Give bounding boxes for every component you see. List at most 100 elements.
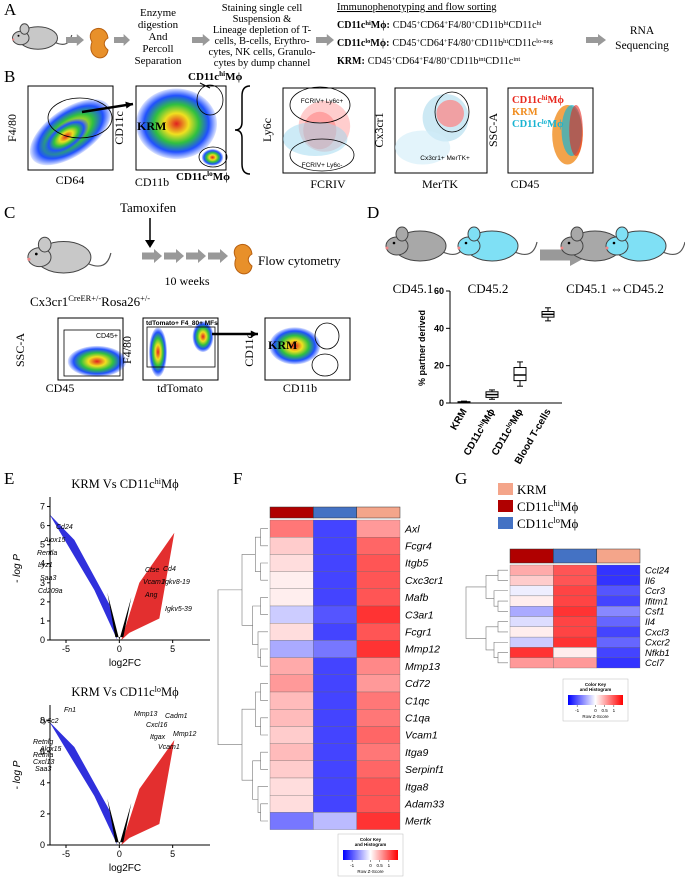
process-arrow [164,249,184,263]
heatmap-cell [269,519,314,538]
plot-title: KRM Vs CD11cloMϕ [71,685,179,700]
text-run: CD11c [512,119,542,130]
gene-annotation: Ly6c2 [40,718,59,725]
heatmap-cell [356,760,401,779]
text-run: CD11c [512,95,542,106]
density-cloud [149,327,167,377]
label: CD11chiMϕ [188,70,243,83]
label: CD11b [283,381,317,395]
key-title: and Histogram [355,842,387,847]
text-run: KRM Vs CD11c [71,685,155,699]
superscript: lo [553,515,560,525]
row-label: C1qc [405,695,430,707]
gate [47,97,113,139]
y-tick-label: 20 [434,361,444,371]
process-arrow [208,249,228,263]
y-tick-label: 6 [40,747,45,757]
dendrogram [497,652,508,664]
heatmap-cell [356,640,401,658]
mouse-ear [395,226,409,242]
label: Flow cytometry [258,253,341,268]
mouse-eye [464,241,468,245]
superscript: + [444,38,448,45]
heatmap-cell [313,777,357,796]
heatmap-cell [596,564,641,576]
process-arrow [586,34,606,46]
heatmap-cell [269,605,314,624]
heatmap-cell [313,588,357,607]
mouse-eye [34,252,38,256]
superscript: + [392,56,396,63]
heatmap-cell [313,674,357,693]
heatmap-cell [596,657,641,669]
label: F4/80 [120,336,134,364]
mouse-nose [12,38,15,41]
up-cloud [121,532,175,640]
legend-swatch [498,500,513,512]
heatmap-cell [553,626,597,638]
gene-annotation: Lyz1 [38,562,53,569]
text-run: Mϕ [560,516,579,531]
key-tick-label: 1 [388,863,391,868]
dendrogram [260,648,268,667]
process-arrow [66,34,84,46]
label: Lineage depletion of T- [213,25,312,36]
row-label: Cxcr2 [645,638,671,649]
column-header [269,506,314,519]
gene-annotation: Igkv8-19 [163,579,190,586]
text-run: CD45 [368,56,392,67]
sorting-line: KRM: CD45+CD64+F4/80+CD11bintCD11cint [337,56,520,68]
y-tick-label: 40 [434,323,444,333]
label: SSC-A [13,333,27,367]
column-header [313,506,357,519]
gene-annotation: Cd209a [38,588,63,595]
label: Suspension & [233,14,292,25]
y-tick-label: 8 [40,716,45,726]
row-label: Itga9 [405,747,429,759]
label: CD45.1 ⇔CD45.2 [566,281,664,296]
dendrogram [493,590,508,607]
mouse-nose [27,257,31,261]
superscript: +/- [140,293,150,303]
heatmap-cell [269,674,314,693]
x-tick-label: 5 [170,644,175,654]
gate [63,329,121,377]
heatmap-cell [356,623,401,641]
superscript: lo [542,119,548,126]
text-run: CD11c [176,171,207,183]
mouse-eye [392,241,396,245]
text-run: Mϕ [560,499,579,514]
gene-annotation: Retnlg [33,739,53,746]
label: CD64 [56,173,85,187]
dendrogram [260,803,268,822]
text-run: CD11c [517,516,554,531]
gene-annotation: Mmp12 [173,731,196,738]
gate [314,322,340,350]
mouse-tail [662,241,685,255]
heatmap-cell [553,564,597,576]
text-run: Cx3cr1 [30,294,68,309]
label: CD11cloMϕ [176,170,230,183]
heatmap-cell [313,571,357,589]
y-tick-label: 4 [40,559,45,569]
heatmap-cell [596,626,641,638]
heatmap-cell [269,795,314,813]
superscript: hi [542,95,548,102]
mouse-tail [514,241,538,255]
process-arrow [186,249,206,263]
label: CD45.1 [393,281,434,296]
y-tick-label: 2 [40,597,45,607]
row-label: Ccr3 [645,586,666,597]
heatmap-cell [509,564,554,576]
heatmap-cell [596,585,641,597]
gene-annotation: Cadm1 [165,713,188,720]
label: 10 weeks [165,274,210,288]
y-tick-label: 2 [40,809,45,819]
label: And [149,31,168,43]
text-run: CD11b [475,38,504,49]
heatmap-cell [596,636,641,648]
legend-label: KRM [517,482,547,497]
row-label: Cd72 [405,678,430,690]
heatmap-cell [509,575,554,586]
